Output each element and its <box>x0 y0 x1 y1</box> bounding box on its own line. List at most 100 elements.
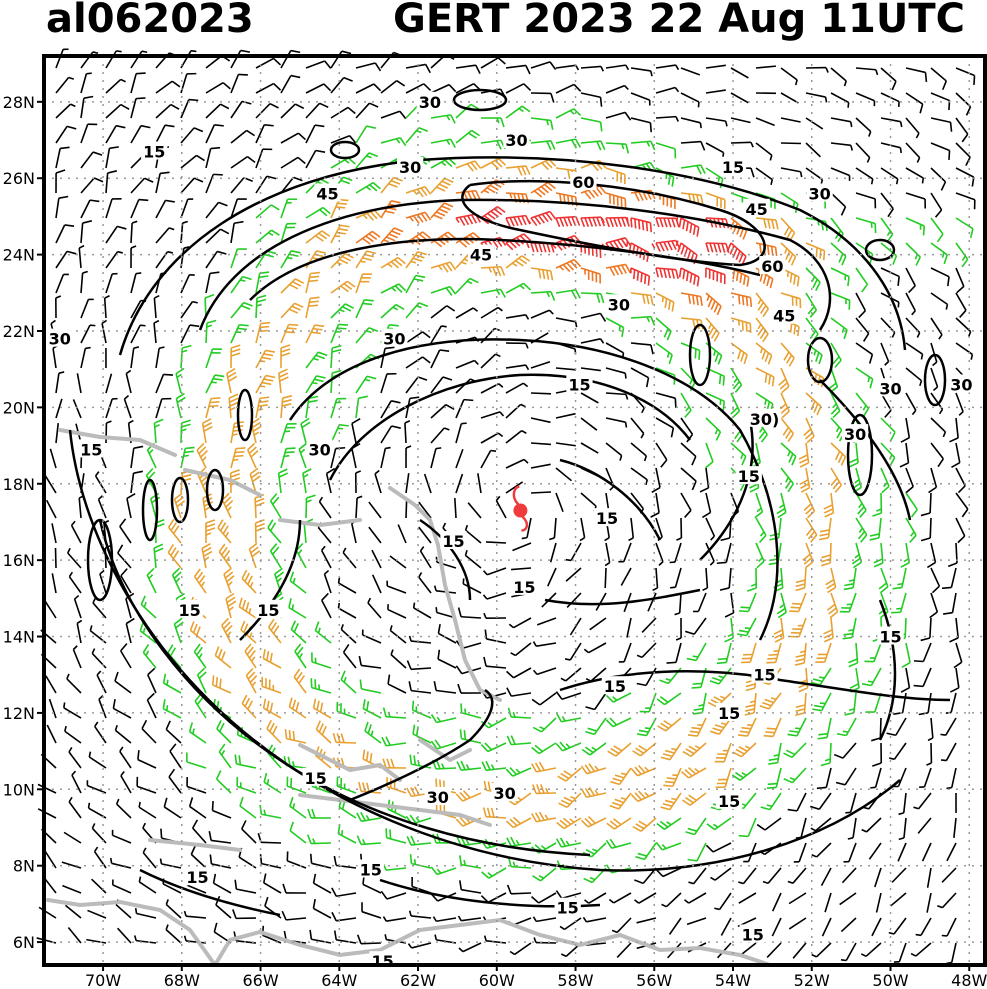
wind-barb <box>456 760 482 771</box>
wind-barb <box>459 880 482 894</box>
wind-barb <box>855 267 869 293</box>
wind-barb <box>680 140 706 151</box>
contour-label: 15 <box>596 509 618 528</box>
wind-barb <box>505 429 527 444</box>
lon-tick-label: 58W <box>557 971 593 989</box>
wind-barb <box>605 84 629 94</box>
wind-barb <box>630 342 654 355</box>
wind-barb <box>385 828 407 844</box>
wind-barb <box>67 547 82 569</box>
wind-barb <box>255 374 276 394</box>
contour-label-bg <box>735 466 762 485</box>
wind-barb <box>155 373 173 394</box>
wind-barb <box>639 692 657 713</box>
wind-barb <box>870 767 882 789</box>
wind-barb <box>693 592 707 613</box>
wind-barb <box>374 469 382 494</box>
wind-barb <box>130 272 142 294</box>
wind-barb <box>61 861 82 869</box>
wind-barb <box>880 417 896 442</box>
wind-barb <box>955 267 965 294</box>
wind-barb <box>91 823 107 844</box>
wind-barb <box>688 867 707 885</box>
contour-label-bg <box>554 897 581 916</box>
wind-barb <box>54 547 57 569</box>
wind-barb <box>531 742 557 755</box>
wind-barb <box>955 467 966 494</box>
wind-barb <box>405 83 432 94</box>
wind-barb <box>780 117 801 123</box>
wind-barb <box>605 64 630 71</box>
wind-barb <box>255 229 280 244</box>
wind-barb <box>105 420 112 444</box>
wind-barb <box>105 225 127 244</box>
wind-barb <box>93 846 107 869</box>
contour-label: 60 <box>761 257 783 276</box>
wind-barb <box>705 842 732 853</box>
contour-label: 15 <box>753 666 775 685</box>
wind-barb <box>430 231 456 248</box>
wind-barb <box>880 317 896 338</box>
wind-barb <box>855 342 874 364</box>
wind-barb <box>830 267 850 287</box>
wind-barb <box>880 167 899 185</box>
wind-barb <box>795 817 807 839</box>
wind-barb <box>381 736 407 747</box>
contour-label-bg <box>511 576 538 595</box>
wind-barb <box>783 742 807 759</box>
wind-barb <box>641 617 657 633</box>
wind-barb <box>311 652 332 669</box>
wind-barb <box>105 272 118 294</box>
wind-barb <box>655 542 664 566</box>
wind-barb <box>389 625 407 644</box>
wind-barb <box>555 367 576 371</box>
wind-barb <box>905 142 921 163</box>
wind-barb <box>557 767 582 782</box>
wind-barb <box>359 679 382 694</box>
wind-barb <box>153 319 160 344</box>
wind-barb <box>680 292 703 307</box>
wind-barb <box>254 519 265 544</box>
wind-barb <box>480 157 507 170</box>
wind-barb <box>953 817 957 838</box>
wind-barb <box>833 742 857 759</box>
wind-barb <box>236 776 257 794</box>
wind-barb <box>580 267 601 284</box>
wind-barb <box>51 573 57 594</box>
wind-barb <box>705 417 722 441</box>
wind-barb <box>355 375 377 394</box>
wind-barb <box>380 372 397 394</box>
contour-label: 30 <box>427 788 449 807</box>
wind-barb <box>555 108 582 119</box>
wind-barb <box>130 72 146 94</box>
wind-barb <box>455 160 482 172</box>
wind-barb <box>926 892 932 913</box>
wind-barb <box>686 642 707 662</box>
wind-barb <box>48 698 57 719</box>
wind-barb <box>455 64 481 75</box>
wind-barb <box>255 349 276 369</box>
wind-barb <box>630 267 651 286</box>
wind-barb <box>816 767 832 790</box>
wind-barb <box>168 768 182 794</box>
contour-label-bg <box>467 244 495 263</box>
lon-tick-label: 50W <box>872 971 908 989</box>
wind-barb <box>458 942 482 953</box>
wind-barb <box>505 382 529 394</box>
wind-barb <box>825 567 837 594</box>
wind-barb <box>116 927 132 944</box>
wind-barb <box>955 517 966 544</box>
wind-barb <box>737 617 757 637</box>
wind-barb <box>776 592 787 619</box>
wind-barb <box>280 132 306 144</box>
wind-barb <box>555 138 581 149</box>
lon-tick-label: 64W <box>321 971 357 989</box>
wind-barb <box>732 742 757 758</box>
wind-barb <box>230 49 251 69</box>
wind-barb <box>766 942 782 958</box>
wind-barb <box>531 811 557 823</box>
wind-barb <box>330 252 354 269</box>
wind-barb <box>162 699 182 719</box>
wind-barb <box>730 117 751 124</box>
wind-barb <box>245 667 258 694</box>
